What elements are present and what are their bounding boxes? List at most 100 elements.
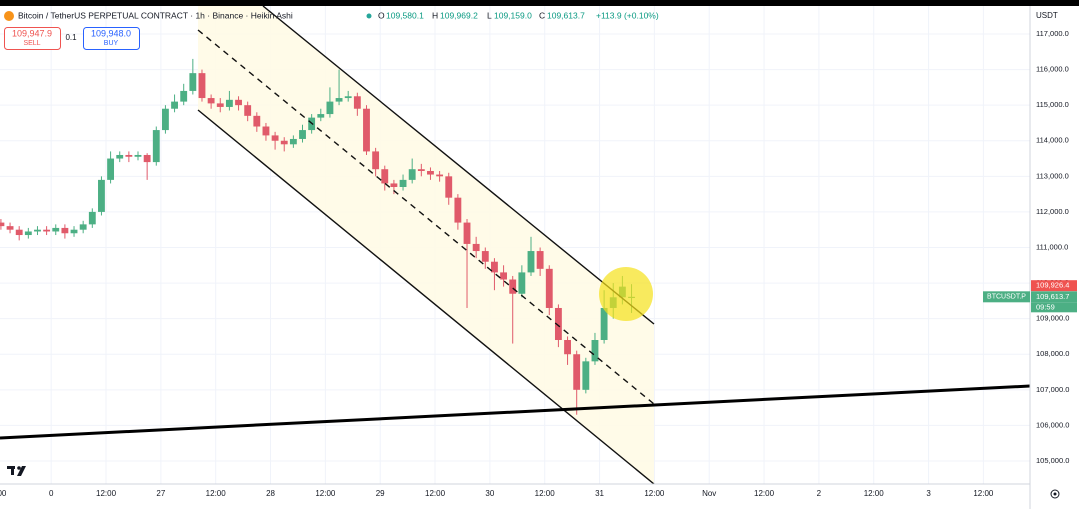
candle-body (317, 114, 325, 118)
candle-body (271, 135, 279, 141)
candle-body (0, 222, 5, 227)
candle-body (180, 90, 188, 102)
sell-button[interactable] (4, 27, 61, 50)
candle-body (79, 224, 87, 230)
candle-body (436, 174, 444, 177)
candle-body (225, 99, 233, 107)
x-tick-label: 12:00 (96, 489, 117, 498)
legend-change: +113.9 (+0.10%) (596, 10, 659, 20)
y-tick-label: 117,000.0 (1036, 29, 1069, 38)
x-tick-label: 12:00 (973, 489, 994, 498)
candle-body (390, 183, 398, 188)
candle-body (207, 98, 215, 104)
legend-value: 109,159.0 (494, 10, 532, 20)
candle-body (527, 251, 535, 273)
countdown: 09:59 (1036, 302, 1055, 311)
price-marker-label: 109,926.4 (1036, 281, 1069, 290)
y-tick-label: 116,000.0 (1036, 65, 1069, 74)
axes: 105,000.0 106,000.0 107,000.0 108,000.0 109,… (0, 29, 1077, 498)
candle-body (417, 169, 425, 171)
settings-button[interactable] (1050, 489, 1060, 499)
candle-body (43, 229, 51, 232)
x-tick-label: 0 (49, 489, 54, 498)
highlight (599, 267, 653, 321)
y-tick-label: 112,000.0 (1036, 207, 1069, 216)
legend-value: 109,969.2 (440, 10, 478, 20)
y-tick-label: 111,000.0 (1036, 242, 1068, 251)
candle-body (88, 211, 96, 225)
symbol-icon (4, 11, 14, 21)
y-tick-label: 109,000.0 (1036, 314, 1069, 323)
x-tick-label: 12:00 (315, 489, 336, 498)
candle-body (61, 227, 69, 234)
candle-body (244, 105, 252, 116)
legend-value: 109,613.7 (547, 10, 585, 20)
x-tick-label: 12:00 (754, 489, 775, 498)
x-tick-label: 28 (266, 489, 275, 498)
buy-price: 109,948.0 (91, 28, 131, 38)
legend-key: L (487, 10, 492, 20)
candle-body (491, 261, 498, 273)
top-bar (0, 0, 1079, 6)
candle-body (6, 226, 14, 230)
candle-body (24, 231, 32, 236)
channel-fill (198, 6, 654, 484)
currency: USDT (1036, 11, 1058, 20)
candle-body (116, 154, 124, 159)
candle-body (564, 340, 571, 355)
logo (7, 466, 26, 476)
trend-line (0, 384, 1030, 440)
chart-title: Bitcoin / TetherUS PERPETUAL CONTRACT · … (18, 10, 293, 20)
candle-body (34, 229, 41, 232)
x-tick-label: 12:00 (425, 489, 446, 498)
candle-body (125, 154, 133, 157)
candle-body (536, 251, 544, 269)
status-dot (366, 13, 372, 19)
x-tick-label: 29 (376, 489, 385, 498)
candle-body (582, 361, 590, 390)
drawings (0, 6, 1030, 484)
channel-lower (197, 109, 655, 484)
candle-body (500, 272, 508, 280)
candle-body (591, 340, 599, 362)
candle-body (463, 222, 471, 244)
x-tick-label: 30 (485, 489, 494, 498)
candle-body (344, 96, 352, 99)
x-tick-label: 12:00 (0, 489, 7, 498)
x-tick-label: 31 (595, 489, 604, 498)
y-tick-label: 108,000.0 (1036, 349, 1069, 358)
candle-body (363, 108, 370, 152)
x-tick-label: 27 (156, 489, 165, 498)
candle-body (107, 158, 115, 180)
candle-body (518, 272, 526, 294)
candle-body (198, 73, 206, 99)
buy-label: BUY (104, 40, 119, 47)
price-marker (1031, 291, 1077, 303)
buy-button[interactable] (83, 27, 140, 50)
y-tick-label: 107,000.0 (1036, 385, 1069, 394)
candle-body (573, 354, 581, 390)
candle-body (600, 307, 608, 341)
candle-body (481, 251, 489, 262)
candle-body (445, 176, 453, 198)
candle-body (299, 130, 306, 139)
legend-key: H (432, 10, 438, 20)
candle-body (253, 115, 261, 127)
legend-value: 109,580.1 (386, 10, 424, 20)
sell-label: SELL (23, 40, 40, 47)
candle-body (381, 169, 389, 184)
channel-upper (262, 6, 655, 325)
candle-body (143, 154, 151, 163)
candle-body (70, 229, 78, 234)
candle-body (262, 126, 270, 136)
y-tick-label: 115,000.0 (1036, 100, 1069, 109)
x-tick-label: 12:00 (206, 489, 227, 498)
symbol-label: BTCUSDT.P (987, 294, 1026, 301)
candle-body (216, 103, 224, 107)
x-tick-label: 12:00 (864, 489, 885, 498)
candle-body (161, 108, 169, 131)
candle-body (52, 227, 60, 232)
candle-body (372, 151, 380, 170)
